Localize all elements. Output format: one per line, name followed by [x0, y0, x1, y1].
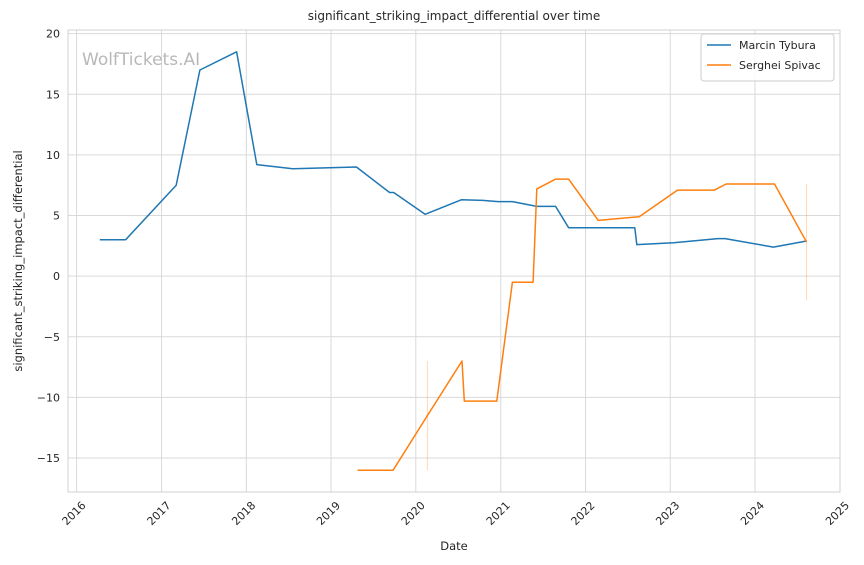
- y-tick-label: 10: [46, 149, 60, 162]
- plot-frame: [67, 29, 841, 493]
- y-tick-label: −5: [44, 331, 60, 344]
- y-tick-label: 15: [46, 88, 60, 101]
- legend-label-serghei-spivac: Serghei Spivac: [739, 59, 821, 72]
- y-tick-label: −10: [37, 391, 60, 404]
- legend: Marcin Tybura Serghei Spivac: [700, 33, 835, 82]
- chart-title: significant_striking_impact_differential…: [308, 9, 600, 23]
- watermark: WolfTickets.AI: [82, 50, 200, 70]
- series-line-serghei-spivac: [357, 178, 808, 471]
- series-lines: [99, 51, 808, 471]
- legend-box: [700, 33, 835, 82]
- y-tick-label: 20: [46, 28, 60, 41]
- series-line-marcin-tybura: [99, 51, 807, 248]
- y-tick-label: 5: [53, 210, 60, 223]
- x-axis-label: Date: [440, 539, 468, 553]
- y-tick-label: −15: [37, 452, 60, 465]
- y-axis-label: significant_striking_impact_differential: [11, 150, 25, 371]
- legend-label-marcin-tybura: Marcin Tybura: [739, 39, 816, 52]
- y-tick-label: 0: [53, 270, 60, 283]
